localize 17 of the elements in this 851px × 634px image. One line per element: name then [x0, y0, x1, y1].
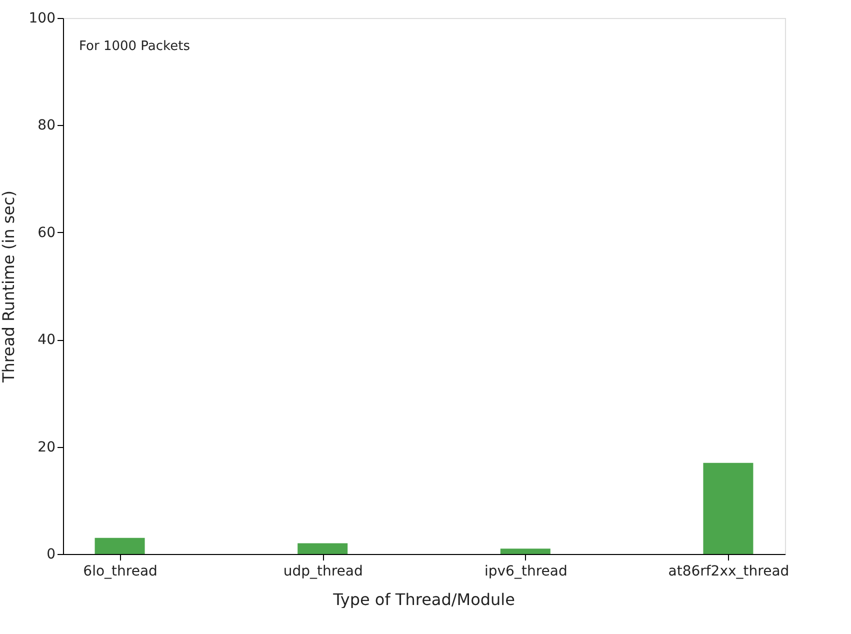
y-tick-label: 40: [38, 332, 56, 348]
y-axis-title: Thread Runtime (in sec): [0, 190, 18, 384]
x-tick-label: at86rf2xx_thread: [668, 564, 790, 580]
x-tick-label: ipv6_thread: [484, 564, 568, 580]
bar: [703, 462, 754, 554]
y-tick-label: 0: [46, 546, 56, 562]
y-tick-label: 100: [28, 10, 56, 26]
bar: [94, 538, 145, 554]
x-tick-label: 6lo_thread: [83, 564, 158, 580]
x-tick-label: udp_thread: [283, 564, 363, 580]
bar: [500, 548, 550, 554]
bar: [298, 543, 348, 554]
y-tick-label: 60: [38, 224, 56, 241]
x-axis-title: Type of Thread/Module: [332, 590, 515, 609]
y-tick-label: 80: [38, 118, 56, 134]
y-tick-label: 20: [38, 439, 56, 456]
annotation: For 1000 Packets: [79, 39, 190, 54]
